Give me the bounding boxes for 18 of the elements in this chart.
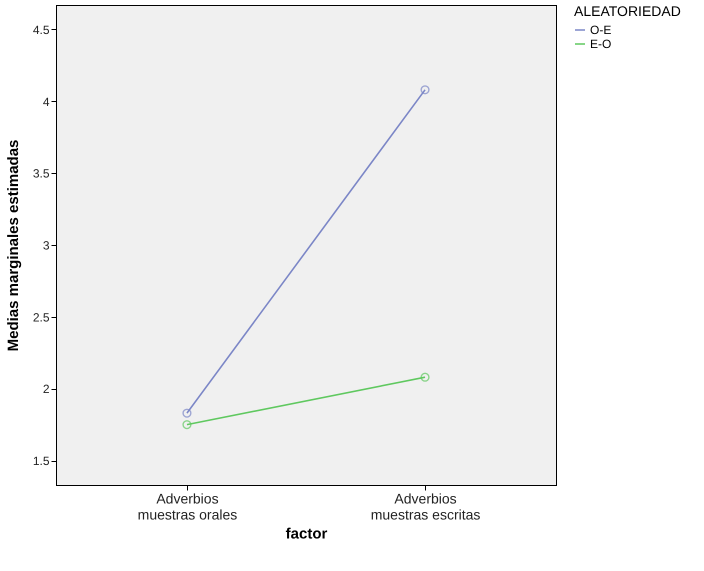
x-tick-label: Adverbios muestras escritas (370, 490, 480, 522)
legend-label: E-O (590, 37, 612, 51)
point (420, 85, 430, 94)
y-tick-label: 2 (42, 382, 50, 396)
y-tick-label: 4.5 (32, 22, 50, 37)
y-tick-label: 3.5 (32, 166, 50, 181)
point (420, 372, 430, 382)
point (182, 420, 192, 430)
x-tick-label: Adverbios muestras orales (138, 490, 238, 522)
y-tick-label: 3 (42, 238, 50, 252)
y-axis-title: Medias marginales estimadas (4, 140, 22, 352)
point (182, 408, 192, 418)
y-tick-label: 2.5 (32, 310, 50, 324)
legend-label: O-E (590, 23, 612, 37)
legend-title: ALEATORIEDAD (574, 3, 681, 19)
y-tick-label: 4 (42, 94, 50, 109)
x-axis-title: factor (286, 526, 328, 542)
y-tick-label: 1.5 (32, 454, 50, 468)
